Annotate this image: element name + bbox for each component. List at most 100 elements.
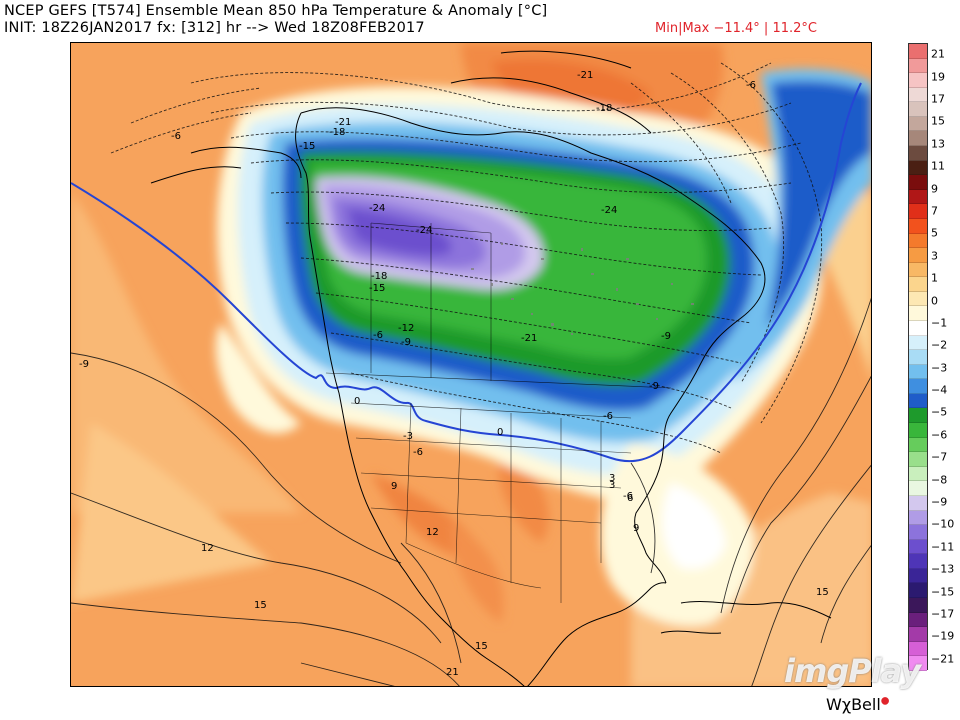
colorbar-label: −17 <box>931 607 955 621</box>
colorbar-label: −7 <box>931 450 948 464</box>
colorbar-swatch <box>909 306 927 321</box>
cold-isotherms <box>110 62 823 454</box>
contour-label: 9 <box>633 523 639 534</box>
temperature-anomaly-map[interactable]: -6 -18 -21 -15 -24 -24 -6 -18 -15 -21 -1… <box>70 42 872 687</box>
contour-label: -12 <box>398 323 414 334</box>
contour-label: -9 <box>661 331 671 342</box>
colorbar-label: −2 <box>931 338 948 352</box>
colorbar-swatch <box>909 102 927 117</box>
colorbar-label: 17 <box>931 92 945 106</box>
colorbar-swatch <box>909 291 927 307</box>
colorbar-swatch <box>909 627 927 642</box>
contour-label: -9 <box>401 337 411 348</box>
colorbar-swatch <box>909 73 927 88</box>
contour-label: 15 <box>254 600 267 611</box>
colorbar-swatch <box>909 44 927 59</box>
colorbar-swatch <box>909 408 927 424</box>
colorbar-swatch <box>909 495 927 511</box>
colorbar-swatch <box>909 597 927 613</box>
colorbar-label: −21 <box>931 652 955 666</box>
contour-label: 3 <box>609 480 615 491</box>
colorbar-swatch <box>909 320 927 336</box>
colorbar-swatch <box>909 262 927 278</box>
colorbar-label: −11 <box>931 540 955 554</box>
colorbar-label: −5 <box>931 405 948 419</box>
colorbar-swatch <box>909 393 927 409</box>
colorbar-label: 21 <box>931 47 945 61</box>
colorbar-swatch <box>909 277 927 292</box>
colorbar-swatch <box>909 131 927 147</box>
colorbar-swatch <box>909 510 927 526</box>
contour-label: 0 <box>354 396 360 407</box>
zero-degree-isotherm <box>71 82 862 463</box>
brand-dot-icon: ● <box>880 695 890 707</box>
colorbar-label: 7 <box>931 204 938 218</box>
colorbar-label: 11 <box>931 159 945 173</box>
contour-label: -6 <box>171 131 181 142</box>
contour-label: -18 <box>596 103 612 114</box>
colorbar-labels: 21 19 17 15 13 11 9 7 5 3 1 0 −1 −2 −3 −4 −5 −6 −7 −8 −9 −10 −… <box>931 43 960 670</box>
contour-label: -6 <box>746 80 756 91</box>
contour-label: -18 <box>329 127 345 138</box>
contour-label: 0 <box>497 427 503 438</box>
colorbar-label: 5 <box>931 226 938 240</box>
colorbar-swatch <box>909 568 927 584</box>
colorbar-swatch <box>909 218 927 234</box>
contour-label: 21 <box>446 667 459 678</box>
colorbar-swatch <box>909 160 927 176</box>
colorbar-swatch <box>909 58 927 74</box>
contour-label: -21 <box>521 333 537 344</box>
colorbar-label: 3 <box>931 249 938 263</box>
contour-label: -6 <box>373 330 383 341</box>
colorbar-swatch <box>909 233 927 249</box>
contour-label: -21 <box>335 117 351 128</box>
colorbar-label: −8 <box>931 473 948 487</box>
contour-label: -24 <box>416 225 432 236</box>
colorbar-swatch <box>909 437 927 453</box>
contour-label: -21 <box>577 70 593 81</box>
contour-label: 6 <box>627 493 633 504</box>
contour-label: 12 <box>426 527 439 538</box>
colorbar-swatch <box>909 452 927 467</box>
colorbar-swatch <box>909 204 927 219</box>
political-borders <box>325 222 672 603</box>
contour-label: -9 <box>649 381 659 392</box>
contour-label: -18 <box>371 271 387 282</box>
colorbar-label: −15 <box>931 585 955 599</box>
colorbar-swatch <box>909 146 927 161</box>
colorbar-swatch <box>909 175 927 190</box>
colorbar-label: 9 <box>931 182 938 196</box>
contour-label: 9 <box>391 481 397 492</box>
contour-label: -6 <box>603 411 613 422</box>
colorbar-swatch <box>909 481 927 496</box>
imgplay-watermark: imgPlay <box>784 652 921 690</box>
contour-label: -3 <box>403 431 413 442</box>
colorbar-label: −1 <box>931 316 948 330</box>
colorbar-swatch <box>909 350 927 365</box>
colorbar-swatch <box>909 466 927 482</box>
contour-label: -24 <box>369 203 385 214</box>
contour-label: 15 <box>475 641 488 652</box>
colorbar-label: 19 <box>931 70 945 84</box>
colorbar-swatch <box>909 116 927 132</box>
colorbar-label: 15 <box>931 114 945 128</box>
colorbar-swatch <box>909 656 927 671</box>
init-forecast-line: INIT: 18Z26JAN2017 fx: [312] hr --> Wed … <box>4 20 425 36</box>
colorbar-swatch <box>909 335 927 351</box>
colorbar-swatch <box>909 554 927 569</box>
colorbar-swatch <box>909 612 927 628</box>
contour-label: -15 <box>369 283 385 294</box>
contour-label: 15 <box>816 587 829 598</box>
min-max-readout: Min|Max −11.4° | 11.2°C <box>655 21 817 36</box>
brand-text: WχBell <box>826 695 881 714</box>
colorbar-swatch <box>909 248 927 263</box>
colorbar-swatch <box>909 539 927 555</box>
colorbar-label: −10 <box>931 517 955 531</box>
colorbar-swatch <box>909 423 927 438</box>
colorbar-label: −4 <box>931 383 948 397</box>
colorbar-label: −19 <box>931 629 955 643</box>
coastlines <box>150 50 832 686</box>
colorbar-label: −13 <box>931 562 955 576</box>
contour-label: 12 <box>201 543 214 554</box>
colorbar-swatch <box>909 189 927 205</box>
